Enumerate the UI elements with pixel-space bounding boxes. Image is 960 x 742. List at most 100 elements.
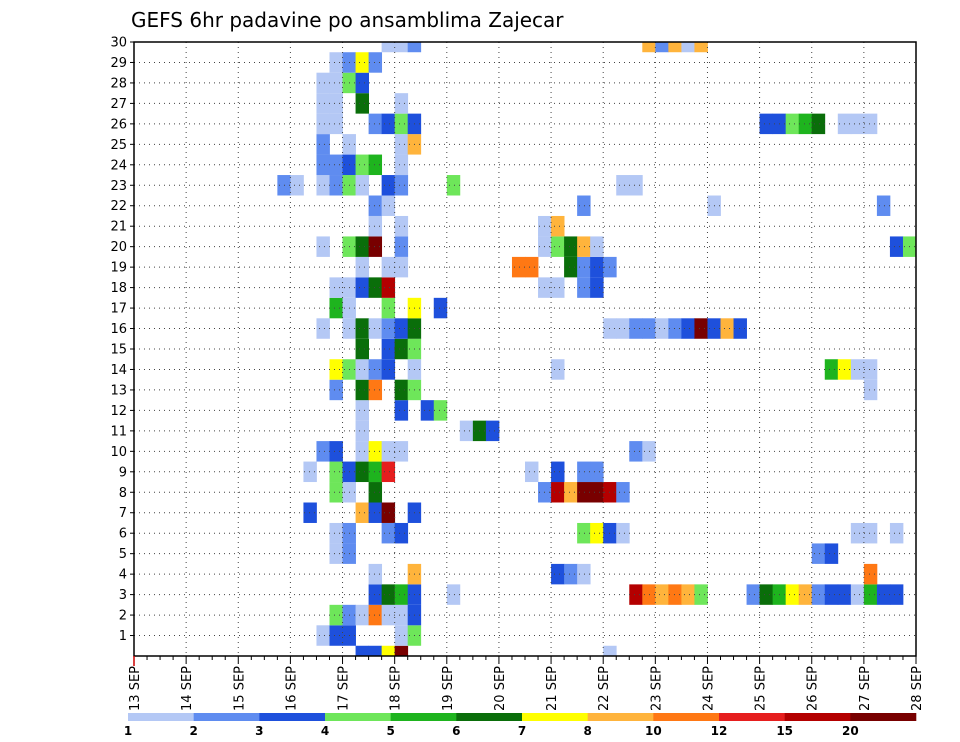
heat-cell [551, 359, 565, 380]
heat-cell [863, 522, 878, 544]
heat-cell [394, 134, 409, 155]
heat-cell [564, 482, 578, 503]
heat-cell [681, 42, 695, 53]
heat-cell [329, 175, 343, 196]
y-tick-label: 22 [110, 199, 127, 214]
heat-cell [316, 134, 330, 155]
heat-cell [394, 645, 409, 656]
colorbar-swatch [719, 713, 785, 721]
heat-cell [368, 52, 383, 73]
y-tick-label: 7 [119, 506, 127, 521]
colorbar-label: 5 [386, 724, 394, 738]
colorbar-swatch [193, 713, 260, 721]
colorbar-label: 12 [711, 724, 728, 738]
x-tick-label: 20 SEP [493, 666, 508, 711]
heat-cell [629, 318, 643, 339]
colorbar-swatch [522, 713, 588, 721]
heat-cell [316, 625, 330, 646]
heat-cell [603, 645, 617, 656]
heat-cell [316, 72, 330, 94]
heat-cell [577, 236, 591, 257]
heat-cell [811, 584, 826, 605]
heat-cell [564, 256, 578, 278]
heat-cell [368, 236, 383, 257]
heat-cell [577, 563, 591, 585]
heat-cell [368, 482, 383, 503]
heat-cell [485, 420, 500, 442]
heat-cell [824, 543, 839, 564]
colorbar-label: 15 [776, 724, 793, 738]
heat-cell [759, 113, 774, 135]
heat-cell [811, 113, 826, 135]
heat-cell [355, 604, 369, 626]
colorbar-swatch [128, 713, 194, 721]
heat-cell [381, 256, 396, 278]
heat-cell [824, 584, 839, 605]
x-tick-label: 13 SEP [128, 666, 143, 711]
heat-cell [863, 359, 878, 380]
colorbar-label: 10 [645, 724, 662, 738]
heat-cell [329, 625, 343, 646]
heat-cell [525, 461, 539, 483]
heat-cell [368, 154, 383, 176]
heat-cell [446, 175, 461, 196]
heat-cell [316, 93, 330, 114]
cells-layer [277, 42, 917, 656]
heat-cell [850, 359, 865, 380]
heat-cell [629, 175, 643, 196]
heat-cell [381, 318, 396, 339]
heat-cell [381, 113, 396, 135]
y-tick-label: 17 [110, 302, 127, 317]
heat-cell [368, 195, 383, 216]
heat-cell [381, 441, 396, 462]
heat-cell [863, 113, 878, 135]
heat-cell [577, 461, 591, 483]
heat-cell [303, 461, 317, 483]
x-tick-label: 28 SEP [910, 666, 925, 711]
heat-cell [368, 318, 383, 339]
heat-cell [381, 604, 396, 626]
x-tick-label: 16 SEP [284, 666, 299, 711]
y-tick-label: 19 [110, 261, 127, 276]
y-tick-label: 18 [110, 281, 127, 296]
y-tick-label: 1 [119, 629, 127, 644]
heat-cell [316, 441, 330, 462]
heat-cell [694, 42, 708, 53]
heat-cell [368, 461, 383, 483]
heat-cell [459, 420, 474, 442]
heat-cell [590, 277, 604, 298]
heat-cell [590, 482, 604, 503]
heat-cell [850, 522, 865, 544]
heat-cell [329, 604, 343, 626]
heat-cell [655, 318, 669, 339]
heat-cell [355, 441, 369, 462]
heat-cell [798, 113, 813, 135]
heat-cell [746, 584, 760, 605]
x-tick-label: 24 SEP [701, 666, 716, 711]
heat-cell [577, 195, 591, 216]
heat-cell [394, 154, 409, 176]
colorbar-label: 7 [518, 724, 526, 738]
y-tick-label: 15 [110, 343, 127, 358]
colorbar-swatch [850, 713, 917, 721]
y-tick-label: 9 [119, 465, 127, 480]
heat-cell [394, 215, 409, 237]
heat-cell [616, 522, 630, 544]
heat-cell [668, 584, 682, 605]
heat-cell [629, 441, 643, 462]
heat-cell [577, 522, 591, 544]
heat-cell [394, 113, 409, 135]
heat-cell [368, 604, 383, 626]
heat-cell [551, 563, 565, 585]
heat-cell [889, 236, 904, 257]
heat-cell [394, 256, 409, 278]
heat-cell [355, 461, 369, 483]
heat-cell [329, 461, 343, 483]
heat-cell [551, 236, 565, 257]
heat-cell [381, 195, 396, 216]
heat-cell [551, 277, 565, 298]
heat-cell [433, 297, 448, 319]
heat-cell [329, 441, 343, 462]
y-tick-label: 12 [110, 404, 127, 419]
heat-cell [290, 175, 304, 196]
